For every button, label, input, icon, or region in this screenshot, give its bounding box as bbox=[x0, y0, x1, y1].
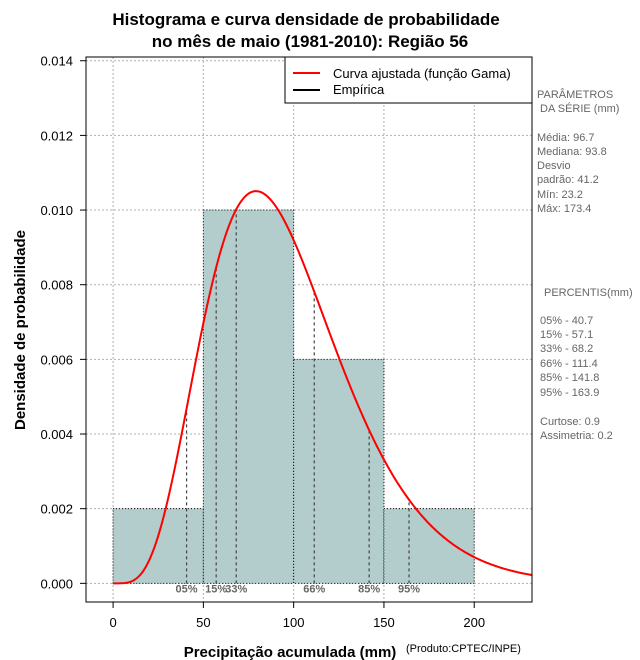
y-tick-label: 0.004 bbox=[40, 427, 73, 442]
percentil-95: 95% - 163.9 bbox=[540, 387, 599, 399]
percentile-label: 33% bbox=[225, 583, 247, 595]
legend-box bbox=[284, 56, 533, 104]
x-tick-label: 0 bbox=[109, 615, 116, 630]
percentil-05: 05% - 40.7 bbox=[540, 315, 593, 327]
params-title-1: PARÂMETROS bbox=[537, 88, 613, 101]
histogram-bar bbox=[202, 209, 295, 584]
histogram-bars bbox=[112, 209, 475, 584]
param-desvio-2: padrão: 41.2 bbox=[537, 174, 599, 186]
x-tick-label: 200 bbox=[463, 615, 485, 630]
legend: Curva ajustada (função Gama) Empírica bbox=[284, 56, 533, 104]
histogram-bar bbox=[383, 508, 475, 584]
percentile-label: 85% bbox=[358, 583, 380, 595]
legend-label-empirical: Empírica bbox=[333, 82, 385, 97]
histogram-bar bbox=[112, 508, 204, 584]
y-tick-label: 0.014 bbox=[40, 54, 73, 69]
assimetria: Assimetria: 0.2 bbox=[540, 430, 613, 442]
percentil-66: 66% - 111.4 bbox=[540, 358, 598, 370]
percentis-title: PERCENTIS(mm) bbox=[544, 287, 633, 299]
y-tick-label: 0.002 bbox=[40, 502, 73, 517]
x-tick-label: 50 bbox=[196, 615, 210, 630]
y-tick-label: 0.012 bbox=[40, 128, 73, 143]
series-parameters-panel: PARÂMETROS DA SÉRIE (mm) Média: 96.7 Med… bbox=[537, 88, 633, 442]
x-tick-label: 100 bbox=[283, 615, 305, 630]
param-min: Mín: 23.2 bbox=[537, 189, 583, 201]
legend-label-fit: Curva ajustada (função Gama) bbox=[333, 66, 511, 81]
percentil-85: 85% - 141.8 bbox=[540, 372, 599, 384]
percentile-lines: 05% 15%33% 66% 85% 95% bbox=[176, 209, 420, 595]
y-axis-label: Densidade de probabilidade bbox=[12, 230, 29, 430]
param-desvio-1: Desvio bbox=[537, 160, 571, 172]
histogram-bar bbox=[293, 358, 385, 584]
chart-title-line1: Histograma e curva densidade de probabil… bbox=[112, 10, 499, 29]
param-mediana: Mediana: 93.8 bbox=[537, 146, 607, 158]
percentile-label: 15% bbox=[205, 583, 227, 595]
percentil-33: 33% - 68.2 bbox=[540, 343, 593, 355]
param-media: Média: 96.7 bbox=[537, 132, 594, 144]
gamma-fit-curve bbox=[113, 190, 533, 585]
percentile-label: 66% bbox=[303, 583, 325, 595]
x-tick-label: 150 bbox=[373, 615, 395, 630]
y-tick-label: 0.006 bbox=[40, 352, 73, 367]
y-tick-label: 0.008 bbox=[40, 278, 73, 293]
credit-label: (Produto:CPTEC/INPE) bbox=[406, 643, 521, 655]
chart-title-line2: no mês de maio (1981-2010): Região 56 bbox=[152, 32, 469, 51]
percentile-label: 95% bbox=[398, 583, 420, 595]
y-tick-label: 0.000 bbox=[40, 576, 73, 591]
y-tick-label: 0.010 bbox=[40, 203, 73, 218]
gamma-curve-layer bbox=[113, 190, 533, 585]
params-title-2: DA SÉRIE (mm) bbox=[540, 102, 619, 115]
percentile-label: 05% bbox=[176, 583, 198, 595]
param-max: Máx: 173.4 bbox=[537, 203, 591, 215]
x-axis-label: Precipitação acumulada (mm) bbox=[184, 644, 397, 660]
curtose: Curtose: 0.9 bbox=[540, 416, 600, 428]
percentil-15: 15% - 57.1 bbox=[540, 329, 593, 341]
